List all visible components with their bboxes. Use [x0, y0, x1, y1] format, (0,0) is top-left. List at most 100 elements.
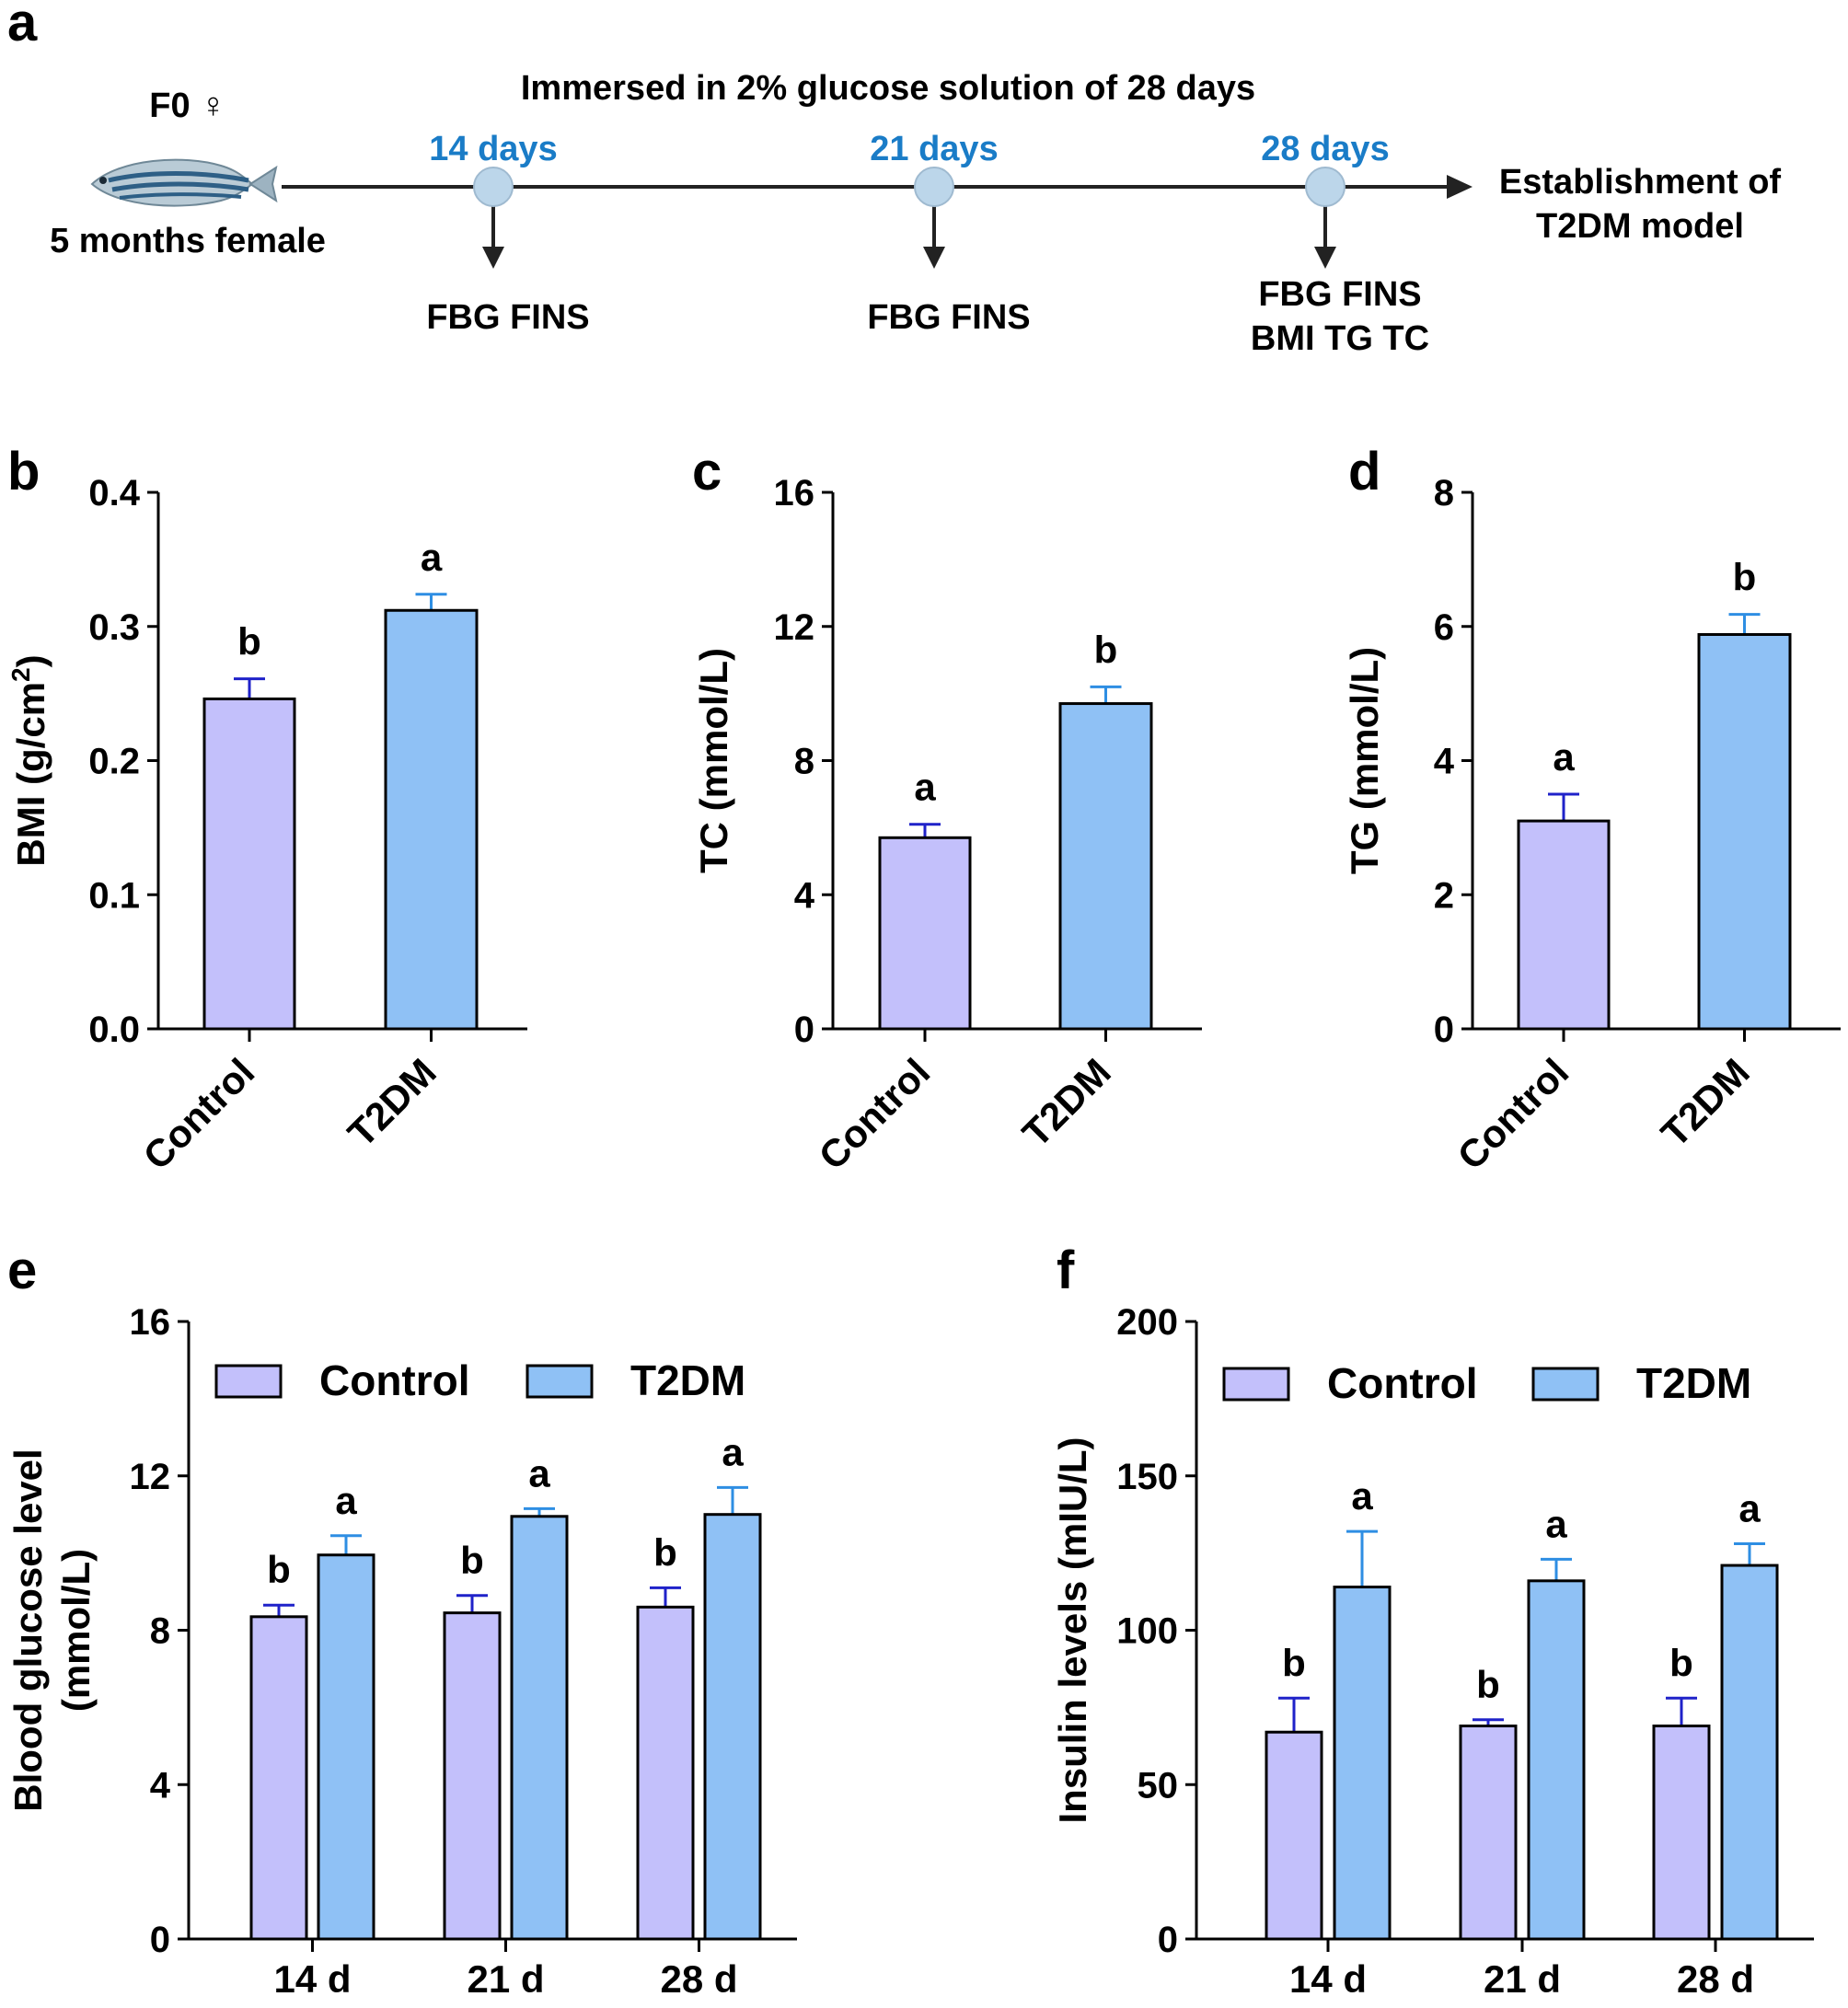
y-tick-label: 8 — [1434, 473, 1454, 514]
panel-label: c — [692, 442, 722, 502]
legend-swatch — [526, 1364, 594, 1399]
significance-letter: b — [1669, 1641, 1693, 1684]
x-category-label: 21 d — [467, 1957, 544, 2001]
fish-stripe — [119, 192, 242, 200]
chart-panel-f: f 0 50 100 150 200 Insulin levels (mIU/L) b a 14 … — [1051, 1241, 1814, 2001]
y-axis-label: BMI (g/cm2) — [6, 654, 52, 866]
y-axis-label: (mmol/L) — [54, 1549, 98, 1712]
y-tick-label: 0 — [150, 1920, 170, 1960]
y-tick-label: 0.0 — [88, 1010, 140, 1050]
chart-panel-e: e 0 4 8 12 16 Blood glucose level (mmol/L) b a 14 … — [6, 1241, 797, 2001]
measurement-label: FBG FINS — [867, 298, 1030, 337]
timepoint-node — [914, 167, 954, 207]
bar — [384, 608, 479, 1031]
chart-panel-b: b 0.0 0.1 0.2 0.3 0.4 BMI (g/cm2) b Control a T2DM — [6, 442, 527, 1178]
x-category-label: 28 d — [660, 1957, 737, 2001]
bar — [1720, 1564, 1779, 1941]
significance-letter: b — [1282, 1641, 1306, 1684]
bar — [202, 697, 296, 1031]
y-tick-label: 8 — [794, 742, 814, 782]
significance-letter: a — [335, 1479, 357, 1522]
y-tick-label: 12 — [130, 1457, 171, 1497]
measurement-label: FBG FINS — [426, 298, 589, 337]
y-axis-label-text: TC (mmol/L) — [692, 648, 735, 873]
y-tick-label: 0.2 — [88, 742, 140, 782]
fish-stripe — [111, 181, 249, 192]
significance-letter: b — [460, 1539, 484, 1582]
timepoint-day-label: 14 days — [429, 130, 557, 168]
legend-label: Control — [319, 1356, 470, 1404]
y-tick-label: 4 — [150, 1765, 171, 1806]
significance-letter: a — [1545, 1502, 1567, 1545]
x-category-label: 14 d — [273, 1957, 351, 2001]
bar — [1459, 1725, 1518, 1941]
x-category-label: T2DM — [340, 1050, 445, 1155]
significance-letter: b — [1733, 556, 1757, 599]
measure-arrow-head — [1314, 247, 1336, 269]
significance-letter: b — [653, 1530, 677, 1574]
y-axis-label-text: TG (mmol/L) — [1343, 647, 1386, 874]
x-category-label: Control — [135, 1050, 263, 1178]
legend-swatch — [1222, 1367, 1290, 1402]
y-tick-label: 0.4 — [88, 473, 140, 514]
significance-letter: a — [722, 1430, 744, 1473]
subject-description: 5 months female — [50, 222, 326, 260]
y-tick-label: 0 — [1158, 1920, 1178, 1960]
panel-label: b — [7, 442, 40, 502]
legend-label: T2DM — [630, 1356, 745, 1404]
y-tick-label: 4 — [1434, 742, 1455, 782]
bar — [1527, 1579, 1586, 1941]
y-axis-label: TG (mmol/L) — [1343, 647, 1386, 874]
panel-label: d — [1348, 442, 1380, 502]
measurement-label: BMI TG TC — [1251, 319, 1429, 358]
subject-label: F0 ♀ — [149, 87, 225, 125]
chart-panel-c: c 0 4 8 12 16 TC (mmol/L) a Control b T2DM — [692, 442, 1202, 1178]
zebrafish-icon — [90, 158, 278, 207]
fish-stripe — [108, 171, 249, 183]
y-tick-label: 6 — [1434, 607, 1454, 648]
measure-arrow-head — [482, 247, 504, 269]
x-category-label: 14 d — [1289, 1957, 1367, 2001]
y-tick-label: 150 — [1116, 1457, 1178, 1497]
significance-letter: a — [1553, 735, 1575, 779]
bar — [878, 836, 972, 1031]
outcome-label: Establishment of — [1499, 163, 1781, 202]
bar — [636, 1605, 695, 1941]
timepoint-node — [473, 167, 514, 207]
y-tick-label: 2 — [1434, 875, 1454, 916]
y-tick-label: 200 — [1116, 1302, 1178, 1343]
y-axis-label: TC (mmol/L) — [692, 648, 735, 873]
significance-letter: b — [1476, 1663, 1500, 1706]
x-category-label: Control — [1450, 1050, 1577, 1178]
timepoint-node — [1305, 167, 1346, 207]
measurement-label: FBG FINS — [1258, 275, 1421, 314]
chart-panel-d: d 0 2 4 6 8 TG (mmol/L) a Control b T2DM — [1343, 442, 1841, 1178]
y-axis-label-text: BMI (g/cm — [9, 682, 52, 867]
y-tick-label: 4 — [794, 875, 815, 916]
y-tick-label: 0.3 — [88, 607, 140, 648]
timepoint-day-label: 28 days — [1261, 130, 1389, 168]
y-tick-label: 16 — [774, 473, 815, 514]
panel-label: a — [7, 0, 38, 52]
significance-letter: a — [914, 766, 936, 809]
y-tick-label: 0 — [1434, 1010, 1454, 1050]
y-tick-label: 16 — [130, 1302, 171, 1343]
outcome-label: T2DM model — [1536, 207, 1744, 246]
y-axis-label: Insulin levels (mIU/L) — [1051, 1437, 1094, 1823]
bar — [510, 1515, 569, 1941]
x-category-label: T2DM — [1653, 1050, 1758, 1155]
bar — [1058, 702, 1153, 1031]
significance-letter: b — [1094, 628, 1118, 671]
fish-tail — [248, 165, 278, 203]
legend-swatch — [1531, 1367, 1600, 1402]
y-tick-label: 100 — [1116, 1611, 1178, 1652]
y-tick-label: 0.1 — [88, 875, 140, 916]
x-category-label: T2DM — [1014, 1050, 1119, 1155]
bar — [1697, 632, 1792, 1031]
bar — [703, 1513, 762, 1941]
legend: Control T2DM — [214, 1356, 745, 1404]
significance-letter: a — [1351, 1474, 1373, 1518]
legend-label: Control — [1327, 1359, 1478, 1407]
bar — [1333, 1586, 1392, 1941]
